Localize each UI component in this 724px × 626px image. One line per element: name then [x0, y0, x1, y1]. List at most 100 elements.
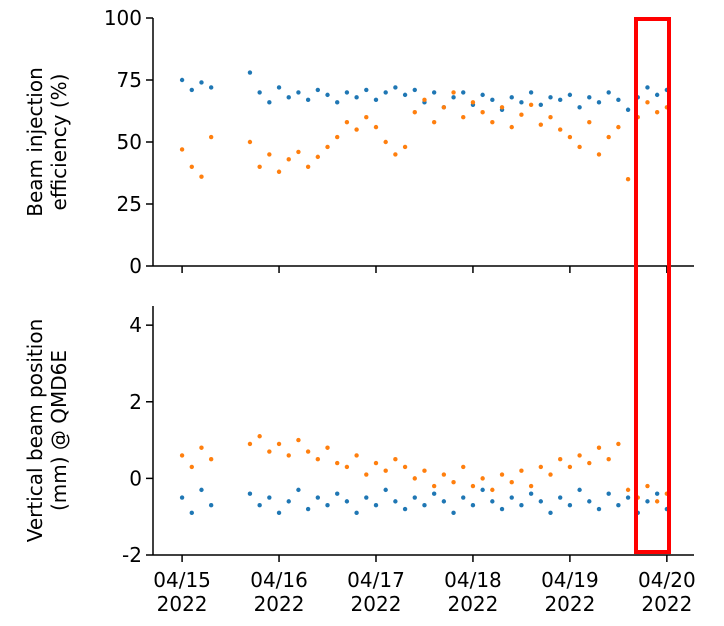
- data-point: [499, 506, 505, 512]
- data-point: [625, 107, 631, 112]
- data-point: [480, 92, 485, 98]
- data-point: [354, 453, 359, 458]
- data-point: [528, 491, 534, 496]
- data-point: [364, 472, 369, 477]
- data-point: [325, 445, 330, 450]
- data-point: [616, 97, 621, 103]
- data-point: [587, 95, 592, 100]
- x-tick-label: 04/18 2022: [444, 568, 502, 616]
- data-point: [431, 491, 437, 496]
- data-point: [577, 105, 582, 110]
- data-point: [305, 449, 311, 454]
- data-point: [499, 472, 505, 477]
- data-point: [625, 177, 631, 182]
- data-point: [422, 503, 427, 508]
- data-point: [461, 90, 466, 95]
- data-point: [199, 487, 204, 493]
- data-point: [276, 85, 282, 90]
- data-point: [179, 495, 185, 500]
- data-point: [344, 90, 350, 95]
- data-point: [645, 100, 650, 105]
- data-point: [625, 495, 631, 500]
- data-point: [315, 457, 321, 462]
- data-point: [412, 110, 417, 115]
- data-point: [325, 92, 330, 98]
- data-point: [383, 487, 388, 493]
- data-point: [538, 102, 544, 108]
- data-point: [538, 499, 544, 504]
- data-point: [354, 127, 359, 132]
- data-point: [335, 460, 340, 466]
- data-point: [208, 503, 214, 508]
- data-point: [296, 487, 301, 493]
- data-point: [402, 92, 408, 98]
- data-point: [179, 77, 185, 83]
- x-tick-label-line: 04/20: [638, 568, 696, 592]
- data-point: [267, 495, 272, 500]
- x-tick-label: 04/16 2022: [250, 568, 308, 616]
- data-point: [548, 472, 553, 477]
- x-tick-label-line: 04/19: [541, 568, 599, 592]
- data-point: [654, 110, 660, 115]
- data-point: [305, 164, 311, 169]
- y-tick-label: 4: [129, 313, 142, 337]
- data-point: [247, 70, 253, 75]
- data-point: [528, 102, 534, 108]
- data-point: [596, 506, 602, 512]
- data-point: [208, 85, 214, 90]
- data-point: [548, 95, 553, 100]
- data-point: [276, 169, 282, 174]
- data-point: [325, 503, 330, 508]
- y-axis-label: Beam injection: [23, 67, 47, 217]
- data-point: [412, 87, 417, 93]
- data-point: [199, 174, 204, 179]
- data-point: [654, 491, 660, 496]
- data-point: [587, 499, 592, 504]
- x-tick-label-line: 2022: [254, 592, 305, 616]
- data-point: [567, 92, 573, 98]
- data-point: [499, 105, 505, 110]
- data-point: [344, 499, 350, 504]
- data-point: [276, 441, 282, 447]
- data-point: [199, 445, 204, 450]
- data-point: [189, 164, 194, 169]
- data-point: [267, 152, 272, 157]
- data-point: [402, 506, 408, 512]
- data-point: [558, 97, 563, 103]
- data-point: [616, 503, 621, 508]
- data-point: [451, 90, 456, 95]
- data-point: [490, 119, 495, 125]
- data-point: [441, 105, 447, 110]
- data-point: [402, 464, 408, 470]
- data-point: [402, 144, 408, 150]
- data-point: [480, 476, 485, 481]
- data-point: [393, 85, 398, 90]
- data-point: [373, 124, 379, 130]
- data-point: [567, 134, 573, 140]
- data-point: [422, 97, 427, 103]
- data-point: [315, 87, 321, 93]
- data-point: [179, 147, 185, 152]
- data-point: [286, 157, 291, 162]
- data-point: [645, 499, 650, 504]
- data-point: [267, 449, 272, 454]
- data-point: [470, 483, 476, 489]
- data-point: [606, 457, 611, 462]
- data-point: [509, 480, 514, 485]
- x-tick-label-line: 2022: [447, 592, 498, 616]
- x-tick-label: 04/20 2022: [638, 568, 696, 616]
- data-point: [519, 112, 524, 117]
- data-point: [596, 100, 602, 105]
- x-tick-label-line: 2022: [157, 592, 208, 616]
- data-point: [189, 464, 194, 470]
- data-point: [431, 90, 437, 95]
- data-point: [538, 464, 544, 470]
- data-point: [519, 100, 524, 105]
- data-point: [296, 90, 301, 95]
- x-tick-label-line: 2022: [544, 592, 595, 616]
- x-tick-label-line: 2022: [351, 592, 402, 616]
- data-point: [577, 144, 582, 150]
- data-point: [616, 441, 621, 447]
- data-point: [373, 97, 379, 103]
